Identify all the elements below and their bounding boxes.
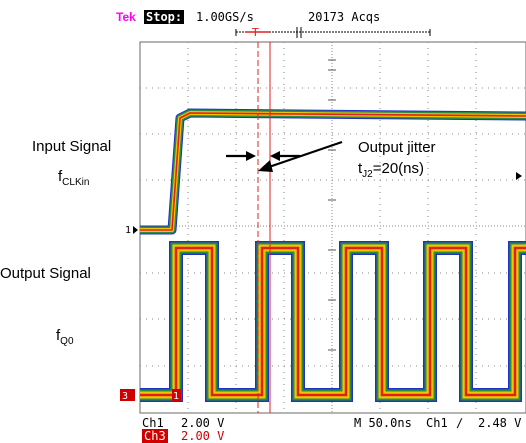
run-state-badge[interactable]: Stop: bbox=[144, 10, 185, 24]
ch1-input-trace bbox=[140, 108, 526, 235]
input-frequency-label: fCLKin bbox=[58, 168, 90, 188]
svg-text:3: 3 bbox=[122, 391, 128, 402]
ch1-name[interactable]: Ch1 bbox=[142, 416, 164, 430]
input-signal-label: Input Signal bbox=[32, 138, 112, 155]
trigger-level-marker[interactable]: 1 bbox=[172, 389, 181, 402]
scope-status-bar: Tek Stop: 1.00GS/s 20173 Acqs bbox=[0, 0, 526, 40]
trigger-slope-icon: ∕ bbox=[456, 416, 464, 430]
jitter-arrows bbox=[226, 140, 522, 180]
output-frequency-label: fQ0 bbox=[56, 327, 74, 347]
ch3-ground-marker[interactable]: 3 bbox=[120, 389, 135, 402]
ch1-scale: 2.00 V bbox=[181, 416, 225, 430]
time-cursors[interactable] bbox=[257, 42, 271, 413]
record-view-bracket bbox=[235, 27, 431, 38]
svg-text:1: 1 bbox=[173, 391, 179, 402]
acquisition-count: 20173 Acqs bbox=[308, 10, 381, 24]
brand-label: Tek bbox=[116, 10, 136, 24]
jitter-title: Output jitter bbox=[358, 139, 436, 156]
trigger-source[interactable]: Ch1 bbox=[426, 416, 448, 430]
ch3-output-trace bbox=[140, 241, 526, 402]
timebase[interactable]: M 50.0ns bbox=[354, 416, 412, 430]
jitter-value: tJ2=20(ns) bbox=[358, 160, 425, 180]
sample-rate: 1.00GS/s bbox=[196, 10, 254, 24]
trigger-position-marker: T bbox=[251, 26, 259, 39]
ch3-scale: 2.00 V bbox=[181, 429, 225, 443]
output-signal-label: Output Signal bbox=[0, 265, 91, 282]
ch3-name[interactable]: Ch3 bbox=[142, 429, 168, 443]
trigger-level: 2.48 V bbox=[478, 416, 522, 430]
ch1-ground-marker[interactable]: 1 bbox=[125, 225, 138, 236]
svg-text:1: 1 bbox=[125, 225, 131, 236]
